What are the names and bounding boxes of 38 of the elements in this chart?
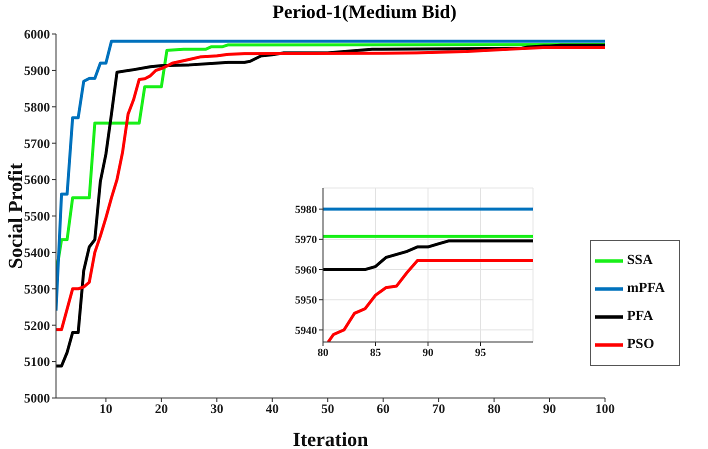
line-series [323,239,533,272]
x-tick-label: 40 [266,401,279,416]
legend-label: PSO [627,337,654,352]
y-tick-label: 5500 [24,208,50,224]
legend-label: PFA [627,309,654,324]
x-tick-label: 90 [422,346,434,359]
y-tick-label: 5400 [24,245,50,260]
legend-label: mPFA [627,281,665,296]
x-tick-label: 80 [318,346,329,359]
y-tick-label: 5960 [295,264,318,276]
line-series [326,258,533,342]
x-tick-label: 90 [543,401,556,416]
x-tick-label: 80 [488,401,501,416]
y-tick-label: 5980 [295,204,318,216]
x-tick-label: 30 [210,401,224,416]
x-tick-label: 10 [99,401,112,416]
y-tick-label: 5700 [24,136,50,151]
chart-title: Period-1(Medium Bid) [271,2,458,24]
y-tick-label: 5200 [24,318,50,333]
y-tick-label: 5600 [24,172,50,188]
y-tick-label: 5100 [24,354,50,370]
legend-label: SSA [627,253,653,268]
y-tick-label: 5900 [24,63,50,78]
y-tick-label: 5000 [24,390,50,406]
x-tick-label: 20 [154,401,168,416]
x-tick-label: 50 [321,401,334,416]
x-tick-label: 100 [595,401,615,416]
x-tick-label: 70 [432,401,446,416]
y-tick-label: 5300 [24,281,50,296]
y-tick-label: 5970 [295,234,318,246]
x-axis-title: Iteration [292,429,368,449]
y-tick-label: 5940 [295,324,318,337]
y-tick-label: 5800 [24,99,50,114]
y-tick-label: 5950 [295,294,318,307]
x-tick-label: 60 [376,401,390,416]
x-tick-label: 85 [370,346,382,359]
x-tick-label: 95 [475,346,486,359]
y-tick-label: 6000 [24,26,50,42]
